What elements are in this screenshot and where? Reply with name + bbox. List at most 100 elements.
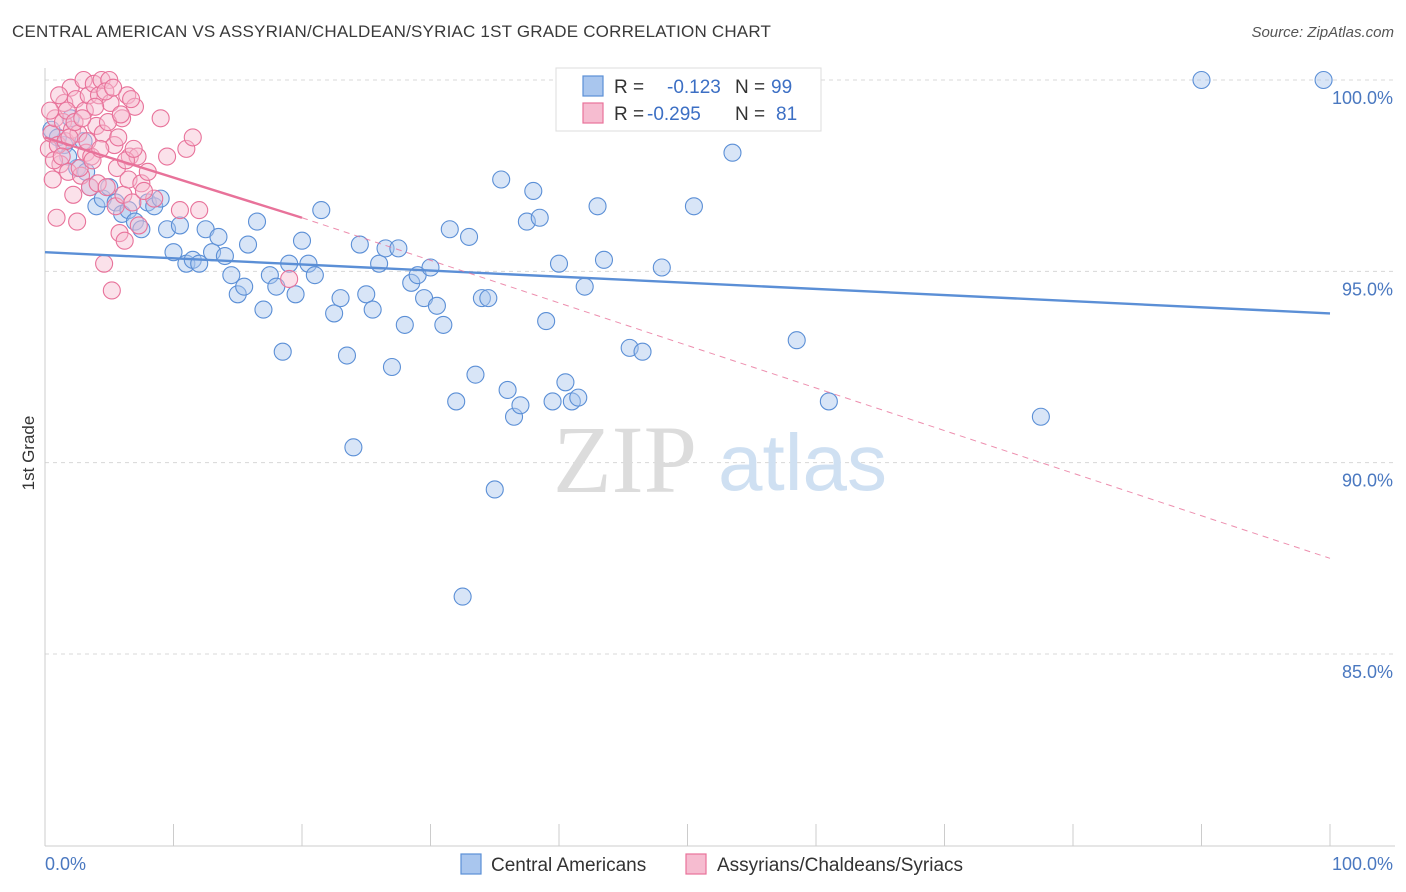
point-assyrians-50 — [151, 109, 170, 128]
point-central-americans-35 — [292, 231, 312, 250]
point-assyrians-12 — [64, 185, 83, 204]
legend-n-label-1: N = — [735, 77, 765, 98]
legend-n-label-2: N = — [735, 104, 765, 125]
point-assyrians-56 — [280, 269, 299, 289]
point-assyrians-80 — [134, 181, 153, 201]
point-central-americans-58 — [447, 392, 466, 411]
point-assyrians-2 — [43, 170, 62, 189]
point-central-americans-63 — [479, 289, 498, 308]
axes — [44, 68, 1395, 847]
point-central-americans-42 — [344, 438, 363, 457]
point-central-americans-86 — [723, 143, 742, 162]
point-central-americans-46 — [370, 254, 389, 273]
point-central-americans-27 — [238, 235, 258, 254]
point-assyrians-61 — [52, 147, 71, 166]
point-central-americans-64 — [485, 480, 504, 499]
point-central-americans-34 — [286, 285, 305, 304]
point-central-americans-13 — [151, 189, 170, 208]
point-assyrians-78 — [124, 139, 143, 158]
point-central-americans-38 — [312, 201, 331, 220]
point-assyrians-55 — [190, 201, 209, 220]
chart-source: Source: ZipAtlas.com — [1251, 24, 1394, 41]
tick-labels: 100.0% 95.0% 90.0% 85.0% 0.0% 100.0% — [45, 88, 1393, 874]
point-assyrians-25 — [88, 174, 107, 193]
point-central-americans-71 — [530, 208, 549, 227]
point-assyrians-28 — [93, 124, 112, 143]
x-tick-label-1: 100.0% — [1332, 854, 1393, 874]
trend-line-1 — [44, 136, 303, 219]
point-assyrians-74 — [109, 128, 128, 147]
legend-r-label-2: R = — [614, 104, 644, 125]
y-tick-label-3: 85.0% — [1342, 662, 1393, 682]
point-central-americans-79 — [588, 197, 607, 216]
point-central-americans-62 — [472, 289, 491, 308]
point-assyrians-44 — [123, 193, 142, 212]
series-legend: Central Americans Assyrians/Chaldeans/Sy… — [460, 853, 963, 876]
point-central-americans-61 — [466, 365, 485, 384]
x-tick-label-0: 0.0% — [45, 854, 86, 874]
stats-legend: R = -0.123 N = 99 R = -0.295 N = 81 — [555, 67, 822, 132]
point-central-americans-54 — [421, 258, 440, 277]
point-central-americans-16 — [170, 216, 189, 235]
point-central-americans-30 — [260, 266, 279, 285]
point-central-americans-37 — [305, 266, 324, 285]
point-central-americans-75 — [556, 373, 575, 392]
point-central-americans-68 — [511, 396, 530, 415]
point-assyrians-40 — [115, 231, 134, 250]
grid-lines — [45, 79, 1395, 655]
point-assyrians-51 — [158, 147, 177, 166]
point-central-americans-49 — [389, 239, 408, 258]
legend-r-label-1: R = — [614, 77, 644, 98]
point-central-americans-57 — [440, 220, 459, 239]
legend-swatch-central-americans — [582, 75, 604, 97]
point-central-americans-51 — [402, 273, 421, 292]
point-central-americans-88 — [787, 331, 806, 350]
watermark-atlas: atlas — [718, 418, 887, 507]
point-central-americans-50 — [395, 315, 414, 334]
point-central-americans-59 — [453, 587, 472, 606]
point-assyrians-32 — [101, 93, 120, 113]
point-central-americans-47 — [376, 239, 395, 258]
point-assyrians-77 — [122, 90, 141, 109]
chart-title: CENTRAL AMERICAN VS ASSYRIAN/CHALDEAN/SY… — [12, 22, 772, 41]
point-central-americans-78 — [575, 277, 594, 296]
series-legend-swatch-assyrians — [685, 853, 707, 875]
point-assyrians-20 — [79, 86, 98, 105]
y-tick-label-0: 100.0% — [1332, 88, 1393, 108]
point-assyrians-79 — [129, 216, 148, 235]
point-central-americans-24 — [222, 266, 241, 285]
point-central-americans-43 — [350, 235, 369, 254]
series-legend-label-assyrians: Assyrians/Chaldeans/Syriacs — [717, 855, 963, 876]
point-central-americans-3 — [87, 197, 106, 216]
point-assyrians-33 — [102, 281, 121, 300]
legend-n-value-1: 99 — [771, 77, 792, 98]
point-assyrians-49 — [145, 189, 164, 208]
point-central-americans-84 — [684, 197, 703, 216]
point-assyrians-59 — [47, 208, 66, 227]
point-central-americans-15 — [164, 243, 183, 262]
data-points — [39, 70, 1333, 606]
point-central-americans-74 — [549, 254, 569, 273]
point-assyrians-66 — [73, 109, 92, 128]
point-central-americans-55 — [427, 296, 446, 315]
y-tick-label-1: 95.0% — [1342, 279, 1393, 299]
point-central-americans-22 — [209, 227, 228, 246]
point-central-americans-66 — [498, 380, 517, 400]
point-central-americans-67 — [504, 407, 524, 426]
point-assyrians-73 — [104, 78, 123, 97]
legend-n-value-2: 81 — [776, 104, 797, 125]
point-central-americans-89 — [819, 392, 838, 411]
legend-swatch-assyrians — [582, 102, 604, 124]
point-central-americans-28 — [247, 212, 267, 231]
watermark: ZIP atlas — [553, 406, 887, 513]
point-central-americans-56 — [434, 315, 453, 334]
point-central-americans-25 — [228, 285, 247, 304]
point-assyrians-14 — [68, 212, 87, 231]
point-central-americans-83 — [652, 258, 671, 277]
point-central-americans-48 — [382, 357, 402, 377]
point-central-americans-90 — [1031, 407, 1050, 426]
point-assyrians-57 — [41, 101, 60, 120]
point-assyrians-60 — [50, 86, 69, 105]
point-central-americans-91 — [1192, 70, 1211, 90]
